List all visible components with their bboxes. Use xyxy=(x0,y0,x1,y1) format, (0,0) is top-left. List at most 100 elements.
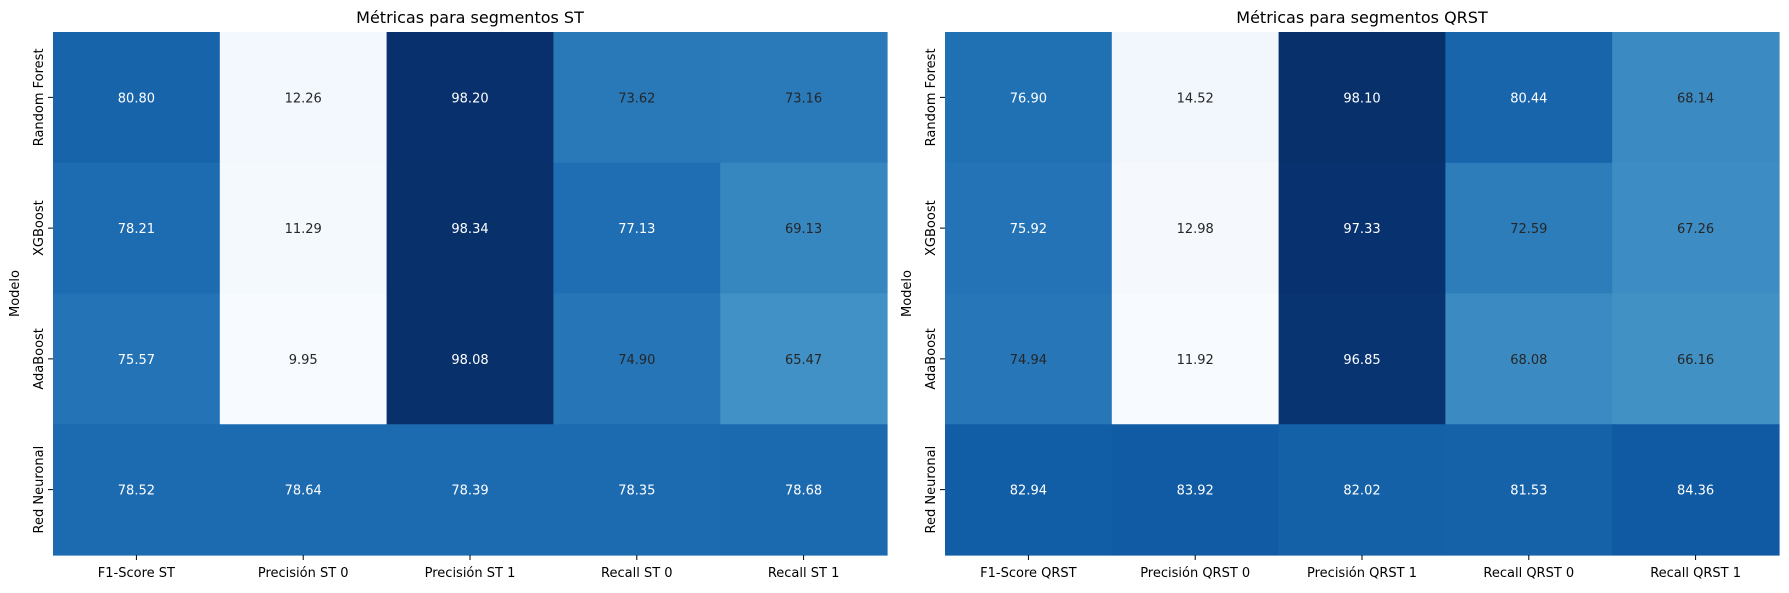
heatmap-cell-xgboost-recall-st-1 xyxy=(720,162,888,295)
heatmap-cell-xgboost-f1-score-qrst xyxy=(945,162,1113,295)
cell-value-label: 78.64 xyxy=(285,484,322,499)
cell-value-label: 75.92 xyxy=(1010,222,1047,237)
heatmap-cell-red-neuronal-precision-st-0 xyxy=(219,424,388,556)
x-tick-label: Recall ST 1 xyxy=(768,566,840,581)
cell-value-label: 65.47 xyxy=(785,353,822,368)
heatmap-cell-xgboost-recall-qrst-0 xyxy=(1445,162,1613,295)
x-tick-label: Recall QRST 1 xyxy=(1650,566,1741,581)
heatmap-cell-xgboost-precision-qrst-1 xyxy=(1278,162,1446,295)
cell-value-label: 68.08 xyxy=(1510,353,1547,368)
x-tick-label: Precisión ST 0 xyxy=(258,566,349,581)
heatmap-cell-xgboost-precision-st-1 xyxy=(386,162,554,295)
y-tick-label: XGBoost xyxy=(32,200,47,256)
y-tick-label: Red Neuronal xyxy=(32,446,47,534)
cell-value-label: 66.16 xyxy=(1677,353,1714,368)
cell-value-label: 98.20 xyxy=(451,91,488,106)
cell-value-label: 77.13 xyxy=(618,222,655,237)
heatmap-cell-adaboost-precision-st-0 xyxy=(219,293,388,425)
y-tick-label: Red Neuronal xyxy=(924,446,939,534)
heatmap-cell-red-neuronal-recall-st-0 xyxy=(553,424,721,556)
cell-value-label: 69.13 xyxy=(785,222,822,237)
cell-value-label: 96.85 xyxy=(1343,353,1380,368)
y-tick-label: XGBoost xyxy=(924,200,939,256)
chart-title: Métricas para segmentos ST xyxy=(356,8,584,27)
x-tick-label: Recall ST 0 xyxy=(601,566,673,581)
cell-value-label: 98.08 xyxy=(451,353,488,368)
heatmap-cell-random-forest-precision-qrst-1 xyxy=(1278,32,1446,164)
cell-value-label: 14.52 xyxy=(1177,91,1214,106)
heatmap-cell-red-neuronal-recall-qrst-0 xyxy=(1445,424,1613,556)
cell-value-label: 82.02 xyxy=(1343,484,1380,499)
x-tick-label: Precisión QRST 0 xyxy=(1140,566,1250,581)
cell-value-label: 11.29 xyxy=(285,222,322,237)
cell-value-label: 80.80 xyxy=(118,91,155,106)
heatmap-cell-adaboost-precision-st-1 xyxy=(386,293,554,425)
heatmap-cell-adaboost-recall-qrst-0 xyxy=(1445,293,1613,425)
cell-value-label: 74.90 xyxy=(618,353,655,368)
y-axis-label: Modelo xyxy=(900,270,915,317)
heatmap-cell-red-neuronal-precision-qrst-1 xyxy=(1278,424,1446,556)
x-tick-label: Precisión QRST 1 xyxy=(1307,566,1417,581)
heatmap-cell-adaboost-precision-qrst-0 xyxy=(1111,293,1280,425)
heatmap-cell-adaboost-precision-qrst-1 xyxy=(1278,293,1446,425)
heatmap-cell-random-forest-precision-st-0 xyxy=(219,32,388,164)
cell-value-label: 72.59 xyxy=(1510,222,1547,237)
cell-value-label: 78.52 xyxy=(118,484,155,499)
y-tick-label: Random Forest xyxy=(32,48,47,146)
x-tick-label: F1-Score ST xyxy=(98,566,175,581)
heatmap-cell-random-forest-recall-qrst-0 xyxy=(1445,32,1613,164)
cell-value-label: 74.94 xyxy=(1010,353,1047,368)
cell-value-label: 84.36 xyxy=(1677,484,1714,499)
cell-value-label: 82.94 xyxy=(1010,484,1047,499)
heatmap-cell-red-neuronal-recall-st-1 xyxy=(720,424,888,556)
y-tick-label: Random Forest xyxy=(924,48,939,146)
heatmap-cell-random-forest-precision-qrst-0 xyxy=(1111,32,1280,164)
cell-value-label: 73.16 xyxy=(785,91,822,106)
cell-value-label: 76.90 xyxy=(1010,91,1047,106)
cell-value-label: 11.92 xyxy=(1177,353,1214,368)
cell-value-label: 12.98 xyxy=(1177,222,1214,237)
cell-value-label: 68.14 xyxy=(1677,91,1714,106)
cell-value-label: 81.53 xyxy=(1510,484,1547,499)
heatmap-cell-adaboost-f1-score-qrst xyxy=(945,293,1113,425)
cell-value-label: 9.95 xyxy=(289,353,318,368)
heatmap-cell-xgboost-recall-qrst-1 xyxy=(1612,162,1780,295)
x-tick-label: Recall QRST 0 xyxy=(1483,566,1574,581)
heatmap-cell-random-forest-recall-st-1 xyxy=(720,32,888,164)
cell-value-label: 75.57 xyxy=(118,353,155,368)
x-tick-label: F1-Score QRST xyxy=(980,566,1076,581)
heatmap-cell-random-forest-f1-score-st xyxy=(53,32,221,164)
cell-value-label: 78.39 xyxy=(451,484,488,499)
heatmap-cell-xgboost-recall-st-0 xyxy=(553,162,721,295)
cell-value-label: 78.68 xyxy=(785,484,822,499)
cell-value-label: 67.26 xyxy=(1677,222,1714,237)
y-axis-label: Modelo xyxy=(8,270,23,317)
heatmap-cell-xgboost-f1-score-st xyxy=(53,162,221,295)
heatmap-cell-adaboost-recall-st-0 xyxy=(553,293,721,425)
heatmap-cell-adaboost-recall-st-1 xyxy=(720,293,888,425)
heatmap-cell-random-forest-recall-st-0 xyxy=(553,32,721,164)
heatmap-cell-xgboost-precision-qrst-0 xyxy=(1111,162,1280,295)
heatmap-cell-random-forest-f1-score-qrst xyxy=(945,32,1113,164)
heatmap-cell-adaboost-recall-qrst-1 xyxy=(1612,293,1780,425)
cell-value-label: 78.35 xyxy=(618,484,655,499)
cell-value-label: 12.26 xyxy=(285,91,322,106)
cell-value-label: 97.33 xyxy=(1343,222,1380,237)
cell-value-label: 73.62 xyxy=(618,91,655,106)
chart-title: Métricas para segmentos QRST xyxy=(1236,8,1488,27)
heatmap-cell-random-forest-precision-st-1 xyxy=(386,32,554,164)
heatmap-cell-red-neuronal-recall-qrst-1 xyxy=(1612,424,1780,556)
y-tick-label: AdaBoost xyxy=(924,328,939,390)
heatmap-cell-xgboost-precision-st-0 xyxy=(219,162,388,295)
y-tick-label: AdaBoost xyxy=(32,328,47,390)
heatmap-cell-adaboost-f1-score-st xyxy=(53,293,221,425)
cell-value-label: 98.34 xyxy=(451,222,488,237)
cell-value-label: 80.44 xyxy=(1510,91,1547,106)
cell-value-label: 83.92 xyxy=(1177,484,1214,499)
heatmap-cell-red-neuronal-precision-qrst-0 xyxy=(1111,424,1280,556)
heatmap-cell-red-neuronal-f1-score-st xyxy=(53,424,221,556)
cell-value-label: 78.21 xyxy=(118,222,155,237)
heatmap-cell-red-neuronal-precision-st-1 xyxy=(386,424,554,556)
